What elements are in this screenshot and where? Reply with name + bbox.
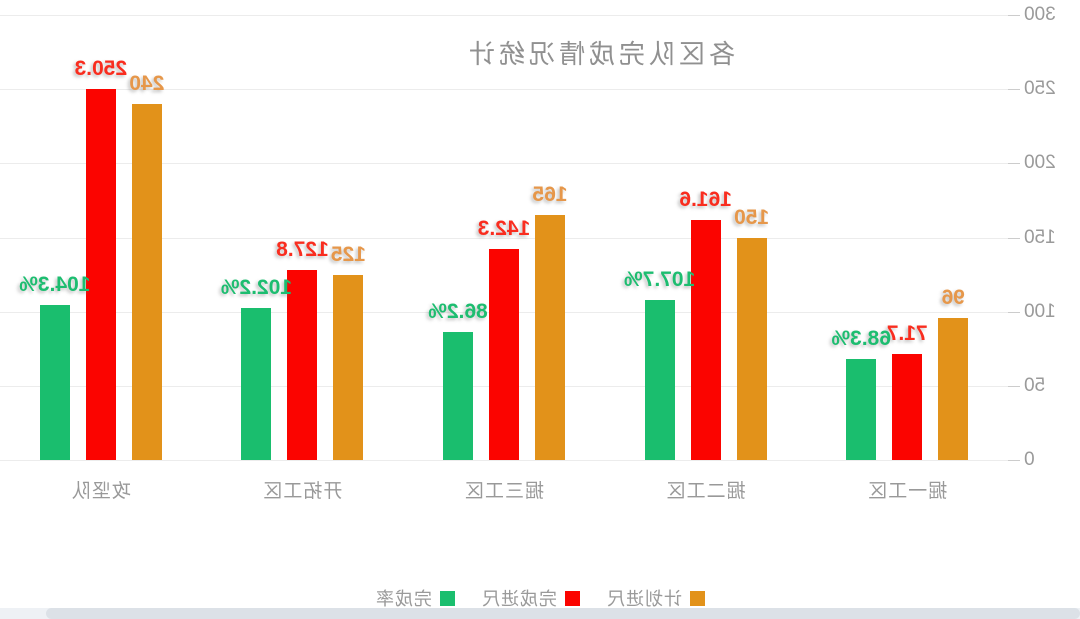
y-axis-tick xyxy=(1008,163,1020,165)
bar-label-rate: 86.2% xyxy=(428,300,488,324)
bar-rate[interactable] xyxy=(644,300,675,460)
bar-label-planned: 240 xyxy=(129,72,165,95)
x-axis-category-label: 开拓工区 xyxy=(262,481,343,502)
bar-actual[interactable] xyxy=(690,220,721,460)
horizontal-scrollbar-track[interactable] xyxy=(0,608,1080,619)
bar-label-rate: 104.3% xyxy=(19,273,91,297)
x-axis-category-label: 掘一工区 xyxy=(867,481,948,502)
chart-title: 各区队完成情况统计 xyxy=(464,39,736,69)
legend-swatch xyxy=(690,590,705,606)
gridline xyxy=(0,460,1008,461)
y-axis-label: 200 xyxy=(1024,152,1056,174)
bar-label-actual: 127.8 xyxy=(276,238,329,262)
bar-rate[interactable] xyxy=(241,308,272,460)
bar-rate[interactable] xyxy=(39,305,70,460)
bar-label-planned: 96 xyxy=(941,285,965,309)
bar-actual[interactable] xyxy=(489,248,519,460)
y-axis-label: 100 xyxy=(1024,300,1056,322)
horizontal-scrollbar-thumb[interactable] xyxy=(46,608,1080,619)
bar-label-actual: 142.3 xyxy=(477,216,531,240)
x-axis-category-label: 掘三工区 xyxy=(463,481,545,502)
bar-label-planned: 125 xyxy=(330,242,366,266)
x-axis-category-label: 攻坚队 xyxy=(70,481,131,502)
gridline xyxy=(0,15,1008,16)
bar-label-planned: 165 xyxy=(532,183,568,207)
bar-label-actual: 250.3 xyxy=(74,56,128,80)
legend-swatch xyxy=(440,590,455,606)
bar-label-rate: 68.3% xyxy=(831,326,891,350)
bar-planned[interactable] xyxy=(333,274,364,460)
y-axis-label: 300 xyxy=(1024,4,1056,25)
y-axis-label: 250 xyxy=(1024,78,1056,100)
bar-planned[interactable] xyxy=(131,104,162,460)
bar-label-rate: 102.2% xyxy=(220,276,293,300)
bar-planned[interactable] xyxy=(938,317,969,460)
bar-rate[interactable] xyxy=(443,332,473,460)
bar-planned[interactable] xyxy=(736,237,767,460)
bar-label-planned: 150 xyxy=(734,205,770,229)
legend-swatch xyxy=(565,590,580,606)
y-axis-tick xyxy=(1008,311,1020,313)
y-axis-tick xyxy=(1008,460,1020,461)
y-axis-tick xyxy=(1008,89,1020,91)
bar-label-rate: 107.7% xyxy=(623,268,696,292)
bar-actual[interactable] xyxy=(892,353,923,460)
y-axis-label: 50 xyxy=(1024,374,1046,396)
bar-planned[interactable] xyxy=(535,215,565,460)
x-axis-category-label: 掘二工区 xyxy=(665,481,746,502)
y-axis-tick xyxy=(1008,15,1020,16)
y-axis-label: 150 xyxy=(1024,226,1056,248)
bar-label-actual: 161.6 xyxy=(679,188,732,212)
y-axis-tick xyxy=(1008,237,1020,239)
bar-label-actual: 71.7 xyxy=(886,321,928,345)
y-axis-tick xyxy=(1008,385,1020,387)
bar-rate[interactable] xyxy=(846,358,877,460)
y-axis-label: 0 xyxy=(1024,449,1035,470)
